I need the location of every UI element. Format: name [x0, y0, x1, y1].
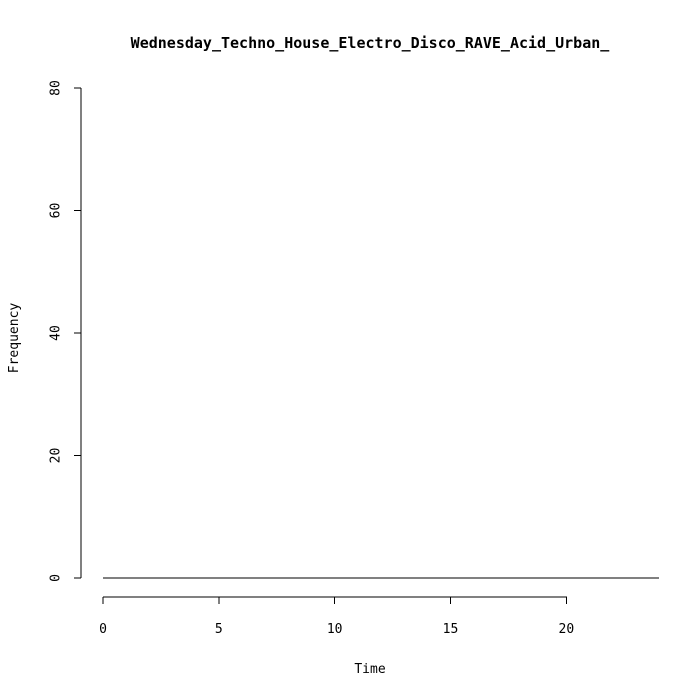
y-tick-label: 80 [49, 80, 64, 96]
y-tick-label: 0 [49, 574, 64, 582]
x-axis-title: Time [354, 662, 385, 677]
x-tick-label: 5 [215, 622, 223, 637]
x-tick-label: 15 [443, 622, 459, 637]
x-ticks: 0 5 10 15 20 [99, 597, 574, 637]
x-tick-label: 0 [99, 622, 107, 637]
y-tick-label: 40 [49, 325, 64, 341]
chart-title: Wednesday_Techno_House_Electro_Disco_RAV… [131, 34, 611, 52]
y-tick-label: 60 [49, 203, 64, 219]
x-tick-label: 10 [327, 622, 343, 637]
y-ticks: 0 20 40 60 80 [49, 80, 81, 582]
x-tick-label: 20 [559, 622, 575, 637]
y-axis-title: Frequency [7, 303, 22, 374]
y-tick-label: 20 [49, 448, 64, 464]
